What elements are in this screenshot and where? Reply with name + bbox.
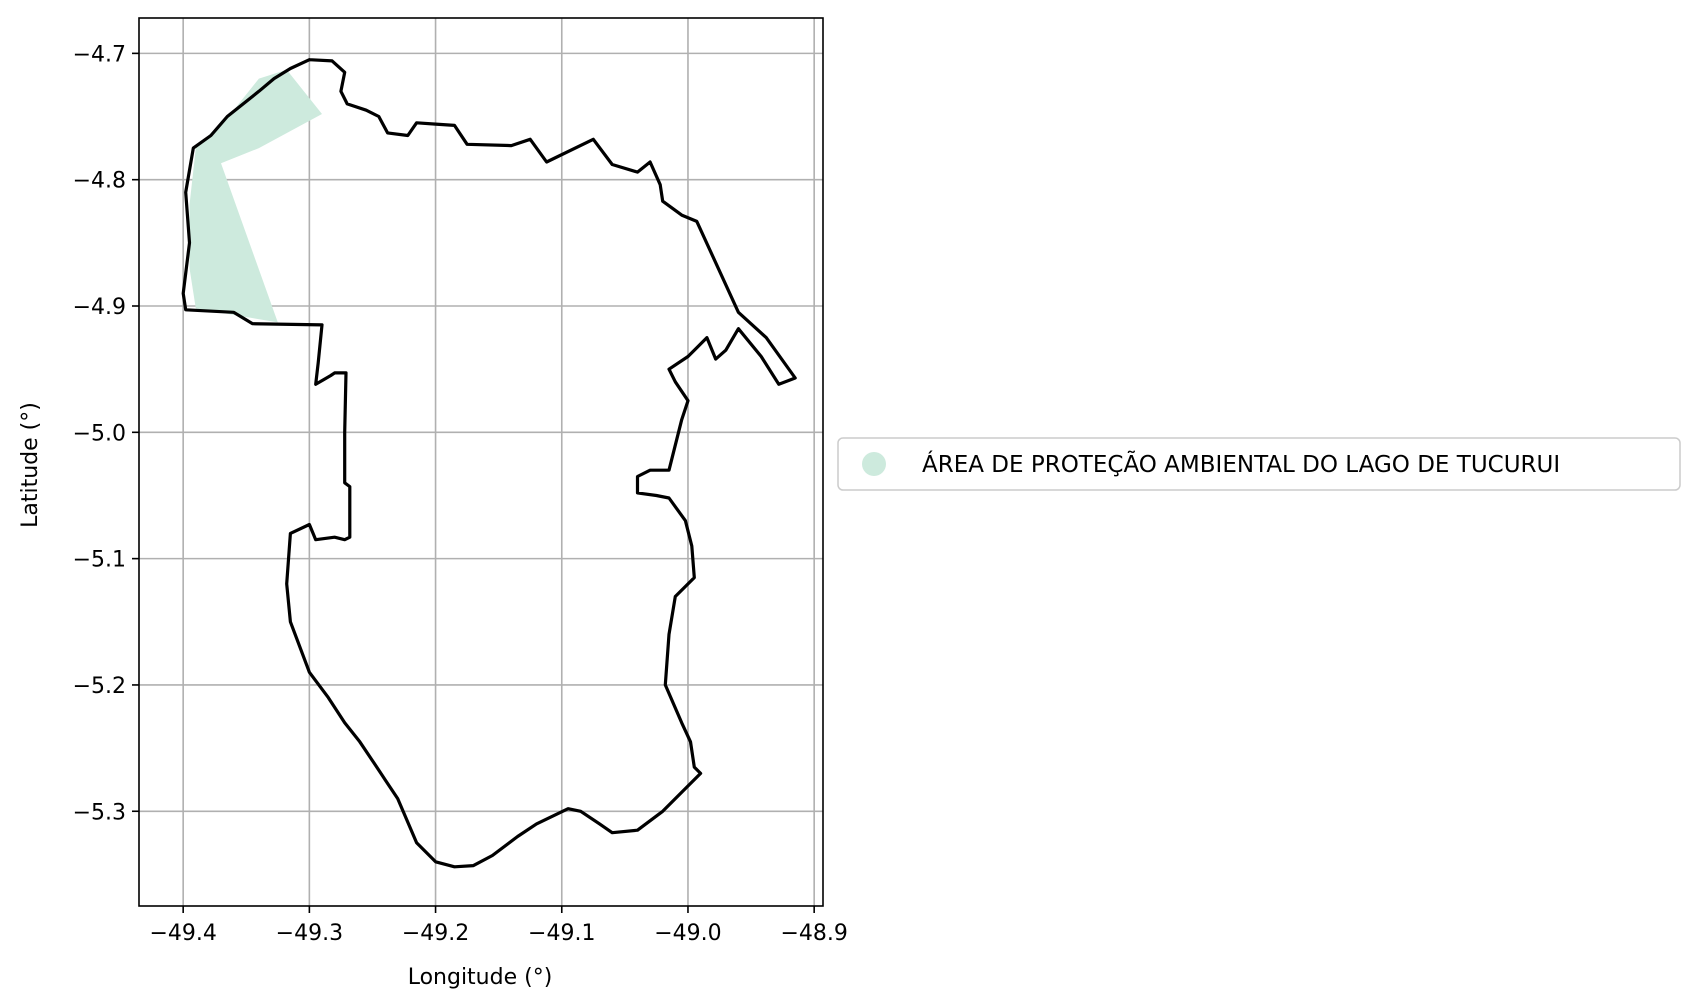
x-tick-label-4: −49.0	[654, 921, 721, 946]
x-tick-label-3: −49.1	[528, 921, 595, 946]
y-tick-label-2: −4.9	[73, 295, 126, 320]
legend: ÁREA DE PROTEÇÃO AMBIENTAL DO LAGO DE TU…	[837, 437, 1681, 491]
x-tick-label-5: −48.9	[780, 921, 847, 946]
boundary-outline	[181, 58, 797, 869]
x-tick-label-2: −49.2	[402, 921, 469, 946]
boundary-layer	[181, 58, 797, 869]
y-tick-label-1: −4.8	[73, 169, 126, 194]
y-tick-label-5: −5.2	[73, 674, 126, 699]
legend-box	[837, 437, 1681, 491]
y-axis-ticks: −4.7 −4.8 −4.9 −5.0 −5.1 −5.2 −5.3	[73, 42, 139, 825]
y-tick-label-4: −5.1	[73, 548, 126, 573]
x-axis-label: Longitude (°)	[408, 965, 553, 990]
axes-frame	[138, 17, 824, 907]
legend-label: ÁREA DE PROTEÇÃO AMBIENTAL DO LAGO DE TU…	[922, 450, 1560, 478]
x-tick-label-1: −49.3	[276, 921, 343, 946]
y-tick-label-6: −5.3	[73, 800, 126, 825]
y-tick-label-0: −4.7	[73, 42, 126, 67]
legend-marker	[862, 452, 886, 476]
grid-lines	[139, 18, 823, 906]
y-tick-label-3: −5.0	[73, 421, 126, 446]
y-axis-label: Latitude (°)	[18, 402, 43, 528]
protected-area-layer	[189, 69, 322, 323]
protected-area-polygon	[189, 69, 322, 323]
x-tick-label-0: −49.4	[149, 921, 216, 946]
x-axis-ticks: −49.4 −49.3 −49.2 −49.1 −49.0 −48.9	[149, 906, 848, 946]
